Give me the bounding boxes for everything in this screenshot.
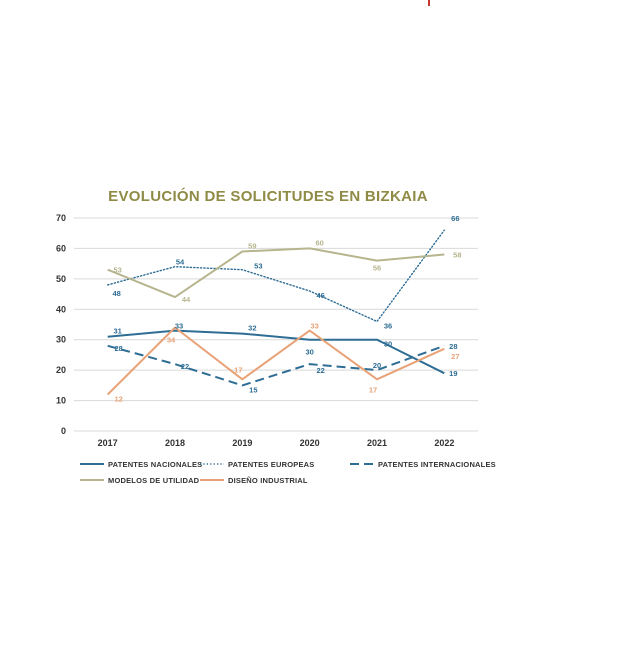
data-labels: 31 33 32 30 30 19 48 54 53 46 36 66 28 22 15 22 20 28 53 44… [112,214,461,403]
data-label: 31 [113,327,121,336]
data-label: 60 [315,238,323,247]
legend: PATENTES NACIONALES PATENTES EUROPEAS PATE… [80,460,496,485]
data-label: 30 [305,348,313,357]
series-line-3 [107,247,445,299]
x-tick-label: 2019 [232,438,252,448]
data-label: 58 [453,251,461,260]
data-label: 56 [373,264,381,273]
legend-label: PATENTES EUROPEAS [228,460,314,469]
data-label: 36 [384,321,392,330]
legend-label: PATENTES NACIONALES [108,460,202,469]
data-label: 53 [254,262,262,271]
data-label: 66 [451,214,459,223]
y-axis-ticks: 0 10 20 30 40 50 60 70 [56,213,66,436]
chart-title: EVOLUCIÓN DE SOLICITUDES EN BIZKAIA [108,187,428,205]
data-label: 54 [176,258,185,267]
data-label: 30 [384,340,392,349]
data-label: 59 [248,241,256,250]
data-label: 33 [175,322,183,331]
data-label: 27 [451,352,459,361]
data-label: 17 [369,385,377,394]
gridlines [74,217,478,432]
data-label: 22 [316,366,324,375]
data-label: 46 [316,291,324,300]
x-tick-label: 2017 [98,438,118,448]
x-tick-label: 2018 [165,438,185,448]
page-edge-mark [428,0,430,6]
series-line-2 [107,344,445,387]
x-tick-label: 2022 [434,438,454,448]
y-tick-label: 10 [56,396,66,406]
legend-label: DISEÑO INDUSTRIAL [228,476,308,485]
data-label: 28 [114,344,122,353]
data-label: 48 [112,289,120,298]
y-tick-label: 20 [56,365,66,375]
series-line-1 [106,229,445,323]
data-label: 15 [249,385,257,394]
series-lines [106,229,445,396]
data-label: 32 [248,324,256,333]
data-label: 28 [449,342,457,351]
y-tick-label: 0 [61,426,66,436]
x-tick-label: 2020 [300,438,320,448]
x-axis-ticks: 2017 2018 2019 2020 2021 2022 [98,438,455,448]
data-label: 12 [114,394,122,403]
data-label: 33 [310,322,318,331]
y-tick-label: 30 [56,335,66,345]
legend-label: MODELOS DE UTILIDAD [108,476,200,485]
data-label: 53 [113,266,121,275]
data-label: 22 [181,362,189,371]
data-label: 19 [449,369,457,378]
y-tick-label: 60 [56,243,66,253]
y-tick-label: 70 [56,213,66,223]
data-label: 34 [167,336,176,345]
x-tick-label: 2021 [367,438,387,448]
data-label: 20 [373,361,381,370]
series-line-4 [106,326,445,396]
data-label: 44 [182,295,191,304]
data-label: 17 [234,365,242,374]
y-tick-label: 50 [56,274,66,284]
legend-label: PATENTES INTERNACIONALES [378,460,496,469]
y-tick-label: 40 [56,304,66,314]
series-line-0 [107,329,445,375]
